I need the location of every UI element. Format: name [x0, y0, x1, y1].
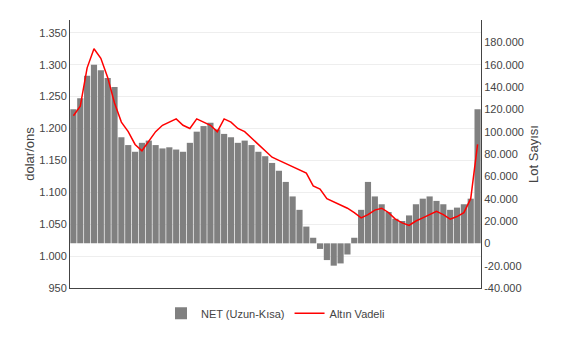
svg-text:1.150: 1.150 — [39, 154, 67, 166]
svg-text:1.100: 1.100 — [39, 186, 67, 198]
svg-text:40.000: 40.000 — [484, 193, 518, 205]
svg-text:Lot Sayısı: Lot Sayısı — [526, 125, 541, 183]
svg-text:Altın Vadeli: Altın Vadeli — [330, 308, 385, 320]
svg-text:160.000: 160.000 — [484, 59, 524, 71]
svg-text:140.000: 140.000 — [484, 81, 524, 93]
svg-text:0: 0 — [484, 237, 490, 249]
svg-text:20.000: 20.000 — [484, 215, 518, 227]
svg-text:950: 950 — [48, 282, 66, 294]
svg-text:1.200: 1.200 — [39, 122, 67, 134]
svg-text:-20.000: -20.000 — [484, 260, 521, 272]
svg-text:180.000: 180.000 — [484, 36, 524, 48]
svg-text:60.000: 60.000 — [484, 170, 518, 182]
svg-text:1.000: 1.000 — [39, 250, 67, 262]
svg-text:1.300: 1.300 — [39, 59, 67, 71]
svg-text:dolar/ons: dolar/ons — [22, 127, 37, 181]
svg-text:-40.000: -40.000 — [484, 282, 521, 294]
svg-text:80.000: 80.000 — [484, 148, 518, 160]
svg-text:120.000: 120.000 — [484, 103, 524, 115]
svg-text:1.350: 1.350 — [39, 27, 67, 39]
svg-text:1.050: 1.050 — [39, 218, 67, 230]
svg-text:100.000: 100.000 — [484, 126, 524, 138]
svg-text:NET (Uzun-Kısa): NET (Uzun-Kısa) — [201, 308, 285, 320]
svg-text:1.250: 1.250 — [39, 90, 67, 102]
